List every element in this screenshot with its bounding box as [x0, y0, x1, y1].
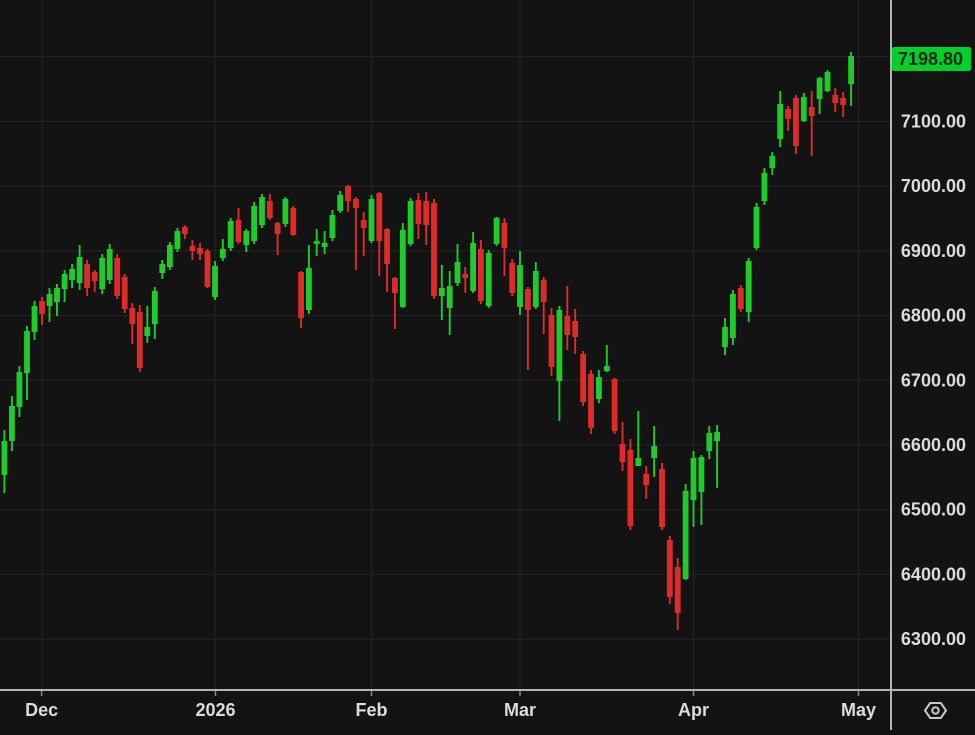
- svg-text:2026: 2026: [195, 700, 235, 720]
- svg-text:6400.00: 6400.00: [901, 564, 966, 584]
- svg-text:7198.80: 7198.80: [898, 49, 963, 69]
- svg-text:6900.00: 6900.00: [901, 241, 966, 261]
- svg-text:May: May: [841, 700, 876, 720]
- svg-text:6300.00: 6300.00: [901, 629, 966, 649]
- svg-text:7100.00: 7100.00: [901, 112, 966, 132]
- svg-text:Apr: Apr: [678, 700, 709, 720]
- svg-text:6600.00: 6600.00: [901, 435, 966, 455]
- svg-text:6700.00: 6700.00: [901, 370, 966, 390]
- svg-text:6800.00: 6800.00: [901, 306, 966, 326]
- svg-text:Dec: Dec: [25, 700, 58, 720]
- svg-text:7000.00: 7000.00: [901, 176, 966, 196]
- svg-text:Mar: Mar: [504, 700, 536, 720]
- svg-text:6500.00: 6500.00: [901, 500, 966, 520]
- svg-text:Feb: Feb: [355, 700, 387, 720]
